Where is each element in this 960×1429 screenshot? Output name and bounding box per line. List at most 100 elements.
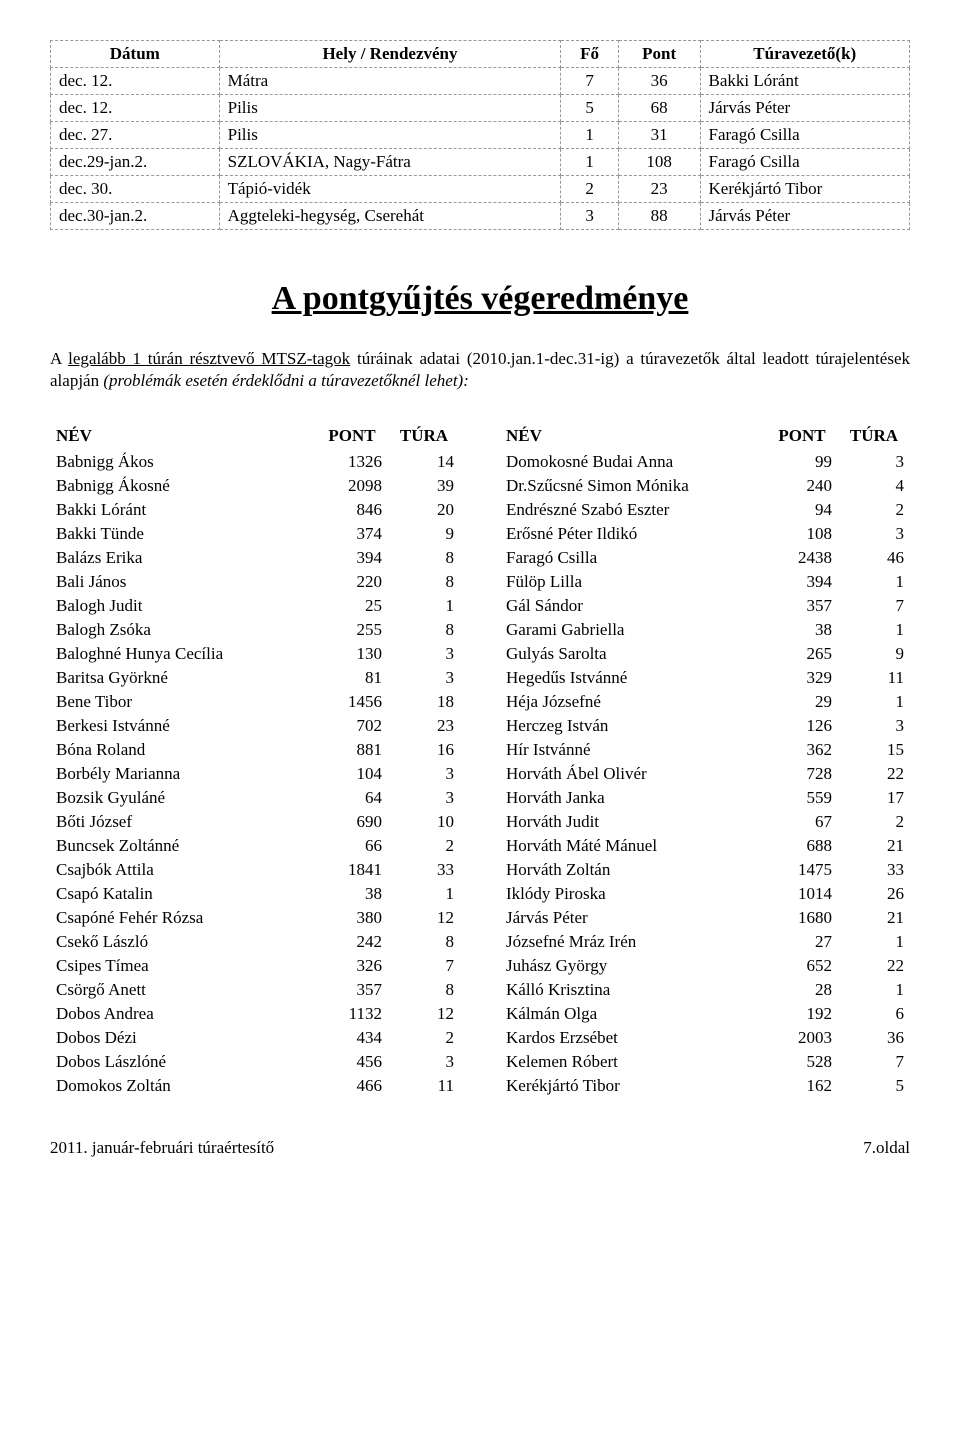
tour-cell: 22 <box>838 954 910 978</box>
point-cell: 357 <box>316 978 388 1002</box>
list-item: Berkesi Istvánné70223 <box>50 714 460 738</box>
name-cell: Csörgő Anett <box>50 978 316 1002</box>
point-cell: 255 <box>316 618 388 642</box>
table-cell: SZLOVÁKIA, Nagy-Fátra <box>219 149 561 176</box>
list-item: Gál Sándor3577 <box>500 594 910 618</box>
table-cell: 36 <box>618 68 700 95</box>
name-cell: Horváth Judit <box>500 810 766 834</box>
table-cell: dec.29-jan.2. <box>51 149 220 176</box>
tour-cell: 8 <box>388 978 460 1002</box>
point-cell: 29 <box>766 690 838 714</box>
tour-cell: 15 <box>838 738 910 762</box>
tour-cell: 9 <box>388 522 460 546</box>
name-cell: Babnigg Ákos <box>50 450 316 474</box>
point-cell: 2098 <box>316 474 388 498</box>
table-cell: Faragó Csilla <box>700 149 910 176</box>
point-cell: 27 <box>766 930 838 954</box>
tour-cell: 2 <box>838 498 910 522</box>
point-cell: 688 <box>766 834 838 858</box>
tour-cell: 8 <box>388 930 460 954</box>
point-cell: 64 <box>316 786 388 810</box>
table-cell: 1 <box>561 149 618 176</box>
name-cell: Horváth Máté Mánuel <box>500 834 766 858</box>
point-cell: 1841 <box>316 858 388 882</box>
list-header: NÉV <box>500 422 766 450</box>
point-cell: 380 <box>316 906 388 930</box>
table-cell: 88 <box>618 203 700 230</box>
list-item: Horváth Ábel Olivér72822 <box>500 762 910 786</box>
table-row: dec. 27.Pilis131Faragó Csilla <box>51 122 910 149</box>
table-cell: 31 <box>618 122 700 149</box>
results-table-right: NÉVPONTTÚRA Domokosné Budai Anna993Dr.Sz… <box>500 422 910 1098</box>
name-cell: Dr.Szűcsné Simon Mónika <box>500 474 766 498</box>
list-item: Juhász György65222 <box>500 954 910 978</box>
list-item: Garami Gabriella381 <box>500 618 910 642</box>
name-cell: Dobos Andrea <box>50 1002 316 1026</box>
list-item: Dobos Andrea113212 <box>50 1002 460 1026</box>
list-item: Kelemen Róbert5287 <box>500 1050 910 1074</box>
point-cell: 559 <box>766 786 838 810</box>
name-cell: Hegedűs Istvánné <box>500 666 766 690</box>
point-cell: 846 <box>316 498 388 522</box>
table-cell: Pilis <box>219 95 561 122</box>
point-cell: 38 <box>766 618 838 642</box>
name-cell: Bakki Tünde <box>50 522 316 546</box>
list-item: Csipes Tímea3267 <box>50 954 460 978</box>
results-columns: NÉVPONTTÚRA Babnigg Ákos132614Babnigg Ák… <box>50 422 910 1098</box>
table-row: dec.29-jan.2.SZLOVÁKIA, Nagy-Fátra1108Fa… <box>51 149 910 176</box>
point-cell: 242 <box>316 930 388 954</box>
name-cell: Csipes Tímea <box>50 954 316 978</box>
list-item: Dobos Lászlóné4563 <box>50 1050 460 1074</box>
point-cell: 1132 <box>316 1002 388 1026</box>
table-cell: Járvás Péter <box>700 95 910 122</box>
tour-cell: 16 <box>388 738 460 762</box>
intro-italic: (problémák esetén érdeklődni a túravezet… <box>103 371 469 390</box>
name-cell: Iklódy Piroska <box>500 882 766 906</box>
name-cell: Garami Gabriella <box>500 618 766 642</box>
list-header: PONT <box>766 422 838 450</box>
name-cell: Baritsa Györkné <box>50 666 316 690</box>
name-cell: Hír Istvánné <box>500 738 766 762</box>
tour-cell: 20 <box>388 498 460 522</box>
point-cell: 434 <box>316 1026 388 1050</box>
name-cell: Erősné Péter Ildikó <box>500 522 766 546</box>
list-item: Balogh Zsóka2558 <box>50 618 460 642</box>
point-cell: 702 <box>316 714 388 738</box>
event-table-header: Dátum <box>51 41 220 68</box>
footer-left: 2011. január-februári túraértesítő <box>50 1138 274 1157</box>
name-cell: Fülöp Lilla <box>500 570 766 594</box>
point-cell: 81 <box>316 666 388 690</box>
name-cell: Berkesi Istvánné <box>50 714 316 738</box>
name-cell: Balogh Zsóka <box>50 618 316 642</box>
list-item: Domokos Zoltán46611 <box>50 1074 460 1098</box>
table-cell: 2 <box>561 176 618 203</box>
table-cell: 1 <box>561 122 618 149</box>
tour-cell: 1 <box>838 570 910 594</box>
tour-cell: 21 <box>838 834 910 858</box>
table-row: dec. 30.Tápió-vidék223Kerékjártó Tibor <box>51 176 910 203</box>
table-cell: Tápió-vidék <box>219 176 561 203</box>
list-item: Hír Istvánné36215 <box>500 738 910 762</box>
table-cell: Faragó Csilla <box>700 122 910 149</box>
point-cell: 690 <box>316 810 388 834</box>
tour-cell: 39 <box>388 474 460 498</box>
name-cell: Horváth Janka <box>500 786 766 810</box>
name-cell: Gál Sándor <box>500 594 766 618</box>
tour-cell: 3 <box>388 642 460 666</box>
intro-underlined: legalább 1 túrán résztvevő MTSZ-tagok <box>68 349 350 368</box>
tour-cell: 7 <box>838 594 910 618</box>
list-item: Erősné Péter Ildikó1083 <box>500 522 910 546</box>
name-cell: Bőti József <box>50 810 316 834</box>
name-cell: Bakki Lóránt <box>50 498 316 522</box>
list-item: Buncsek Zoltánné662 <box>50 834 460 858</box>
tour-cell: 3 <box>388 786 460 810</box>
table-cell: 108 <box>618 149 700 176</box>
name-cell: Csekő László <box>50 930 316 954</box>
point-cell: 329 <box>766 666 838 690</box>
list-item: Balázs Erika3948 <box>50 546 460 570</box>
list-item: Kálmán Olga1926 <box>500 1002 910 1026</box>
list-header: TÚRA <box>838 422 910 450</box>
tour-cell: 7 <box>388 954 460 978</box>
page-footer: 2011. január-februári túraértesítő 7.old… <box>50 1138 910 1158</box>
name-cell: Baloghné Hunya Cecília <box>50 642 316 666</box>
